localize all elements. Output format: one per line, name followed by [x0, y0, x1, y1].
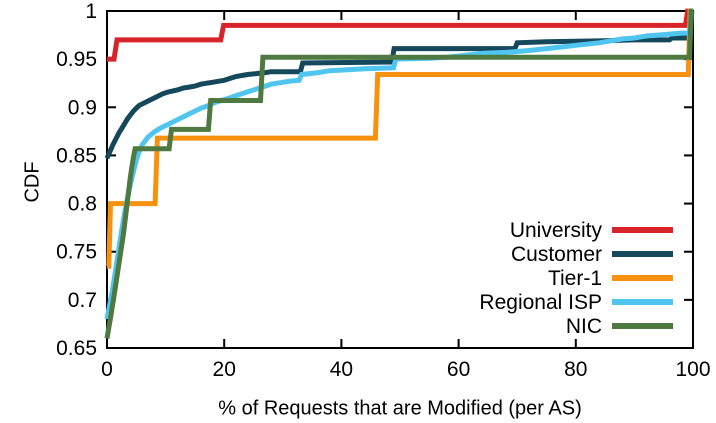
legend-item-university: University — [510, 219, 673, 242]
legend-label-regional-isp: Regional ISP — [479, 291, 602, 314]
y-tick-label: 0.85 — [56, 144, 97, 167]
y-axis-title: CDF — [21, 161, 44, 203]
legend-label-nic: NIC — [566, 315, 602, 338]
plot-border — [106, 10, 694, 349]
x-tick-label: 60 — [447, 358, 470, 381]
legend-item-customer: Customer — [511, 243, 673, 266]
x-tick-label: 80 — [564, 358, 587, 381]
series-line-nic — [104, 8, 694, 339]
x-axis-title: % of Requests that are Modified (per AS) — [218, 397, 582, 420]
x-tick-label: 100 — [675, 358, 710, 381]
y-tick-label: 0.9 — [68, 96, 97, 119]
y-tick-label: 0.8 — [68, 193, 97, 216]
x-tick-label: 20 — [213, 358, 236, 381]
series-line-customer — [104, 8, 695, 160]
legend-item-regional-isp: Regional ISP — [479, 291, 673, 314]
legend-item-nic: NIC — [566, 315, 673, 338]
y-tick-label: 0.95 — [56, 48, 97, 71]
legend-label-customer: Customer — [511, 243, 602, 266]
y-tick-label: 1 — [85, 0, 97, 23]
x-tick-label: 40 — [330, 358, 353, 381]
legend-label-university: University — [510, 219, 603, 242]
y-tick-label: 0.75 — [56, 241, 97, 264]
y-tick-label: 0.65 — [56, 337, 97, 360]
legend-label-tier-1: Tier-1 — [548, 267, 602, 290]
y-tick-label: 0.7 — [68, 289, 97, 312]
x-tick-label: 0 — [101, 358, 113, 381]
legend-item-tier-1: Tier-1 — [548, 267, 673, 290]
series-line-university — [107, 8, 693, 62]
